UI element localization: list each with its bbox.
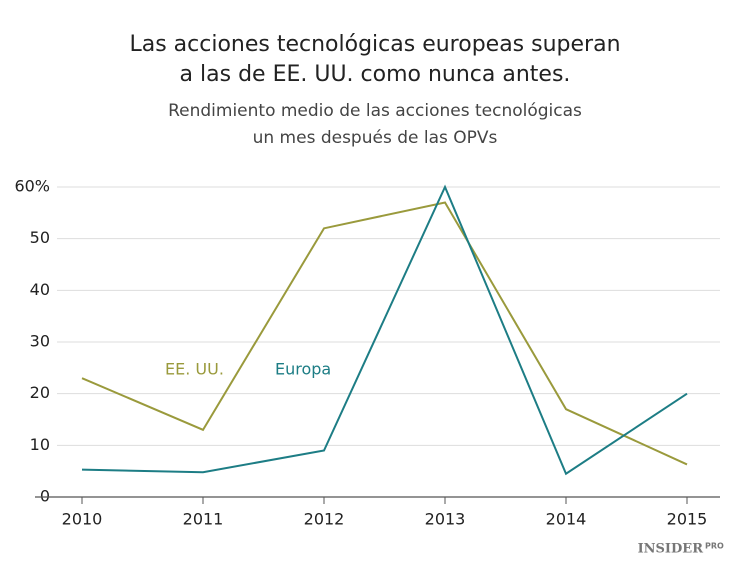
line [81,201,688,466]
brand-suffix: PRO [705,542,724,551]
y-tick-label: 40 [30,280,50,299]
line [81,184,688,476]
y-tick-label: 20 [30,383,50,402]
chart-subtitle: un mes después de las OPVs [253,128,498,148]
x-tick-label: 2011 [183,510,224,529]
x-tick-label: 2015 [667,510,708,529]
x-tick-label: 2012 [304,510,345,529]
chart-title: a las de EE. UU. como nunca antes. [180,62,571,87]
y-tick-label: 30 [30,332,50,351]
chart-title: Las acciones tecnológicas europeas super… [129,32,620,57]
x-tick-label: 2014 [546,510,587,529]
legend-label: Europa [275,360,331,379]
x-tick-label: 2013 [425,510,466,529]
y-tick-label: 10 [30,435,50,454]
y-tick-label: 0 [40,487,50,506]
y-tick-label: 50 [30,228,50,247]
chart-subtitle: Rendimiento medio de las acciones tecnol… [168,101,582,121]
x-tick-label: 2010 [62,510,103,529]
y-tick-label: 60% [14,177,50,196]
legend-label: EE. UU. [165,360,224,379]
brand: INSIDER [638,542,704,557]
